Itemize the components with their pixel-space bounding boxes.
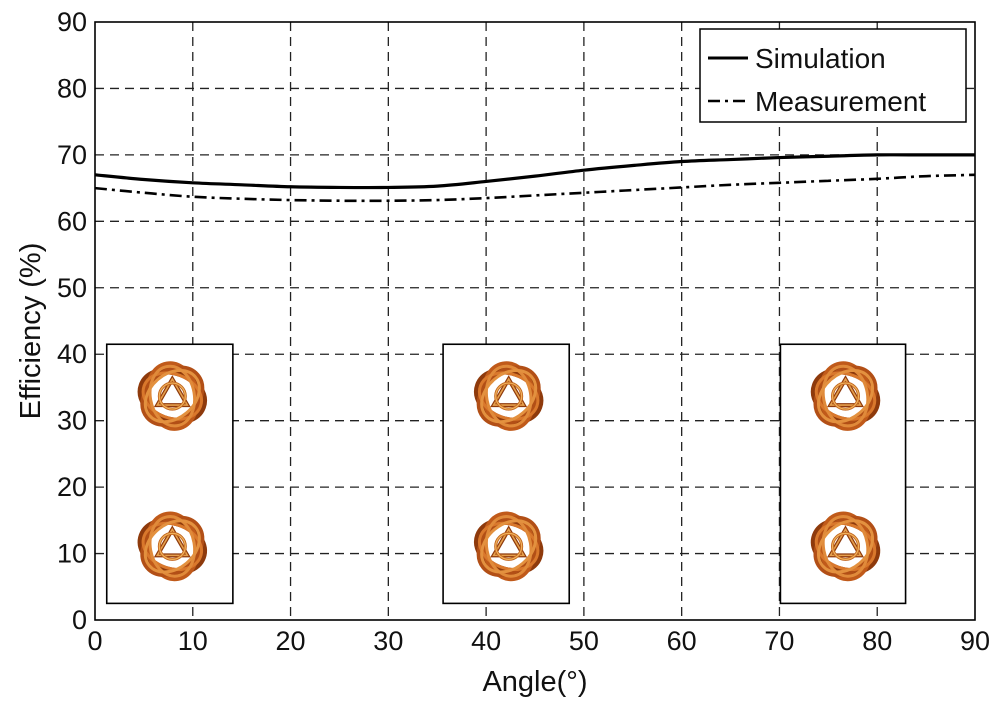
y-axis-label: Efficiency (%) xyxy=(15,243,47,420)
y-tick-label: 0 xyxy=(72,605,87,635)
x-tick-label: 50 xyxy=(569,626,599,656)
x-tick-label: 60 xyxy=(667,626,697,656)
x-axis-label: Angle(°) xyxy=(482,666,587,698)
y-tick-label: 90 xyxy=(57,7,87,37)
series-line-simulation xyxy=(94,153,975,190)
x-tick-label: 30 xyxy=(373,626,403,656)
x-tick-label: 80 xyxy=(862,626,892,656)
x-tick-label: 70 xyxy=(764,626,794,656)
y-tick-label: 80 xyxy=(57,73,87,103)
legend-label-simulation: Simulation xyxy=(755,43,886,74)
inset-panel xyxy=(779,343,907,605)
series xyxy=(94,153,976,203)
x-tick-label: 0 xyxy=(87,626,102,656)
x-tick-label: 10 xyxy=(178,626,208,656)
plot-frame xyxy=(94,21,976,621)
inset-panel xyxy=(105,343,234,605)
y-tick-label: 50 xyxy=(57,273,87,303)
y-tick-label: 20 xyxy=(57,472,87,502)
inset-panel xyxy=(442,343,571,605)
series-line-measurement xyxy=(94,173,976,203)
legend-label-measurement: Measurement xyxy=(755,86,926,117)
y-tick-label: 30 xyxy=(57,406,87,436)
inset-images xyxy=(105,343,907,605)
tick-labels: 0 10 20 30 40 50 60 70 80 90 0 10 20 30 40 50 60 70 80 90 xyxy=(57,7,990,656)
y-tick-label: 70 xyxy=(57,140,87,170)
y-tick-label: 60 xyxy=(57,206,87,236)
x-tick-label: 40 xyxy=(471,626,501,656)
y-tick-label: 40 xyxy=(57,339,87,369)
y-tick-label: 10 xyxy=(57,539,87,569)
x-tick-label: 90 xyxy=(960,626,990,656)
x-tick-label: 20 xyxy=(276,626,306,656)
legend: Simulation Measurement xyxy=(699,28,967,123)
legend-box xyxy=(699,28,967,123)
